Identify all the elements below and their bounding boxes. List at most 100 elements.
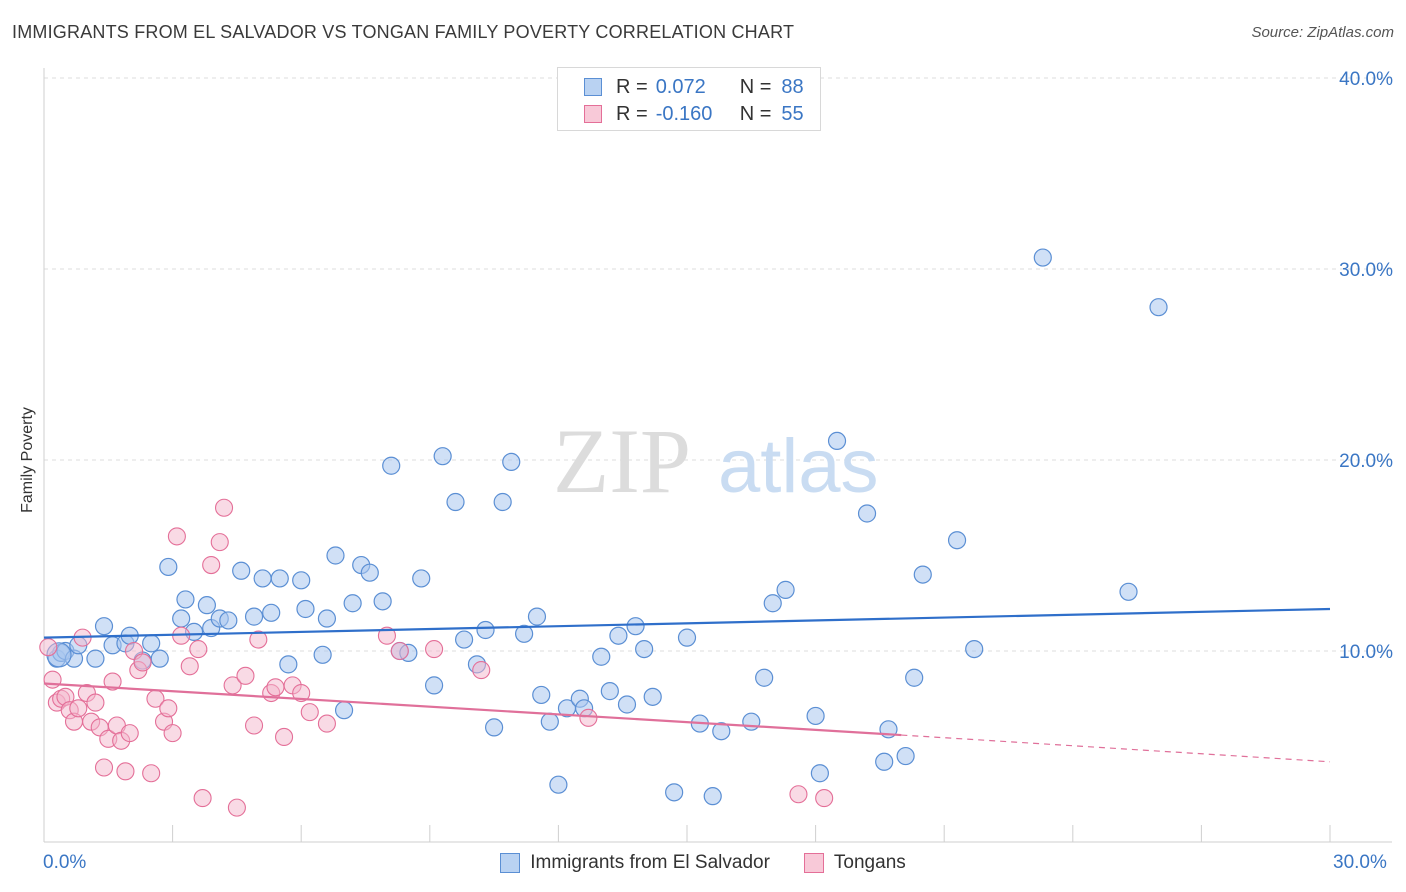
data-point (454, 630, 474, 649)
data-point (755, 668, 774, 687)
data-point (549, 775, 568, 794)
data-point (202, 555, 221, 575)
data-point (326, 546, 345, 565)
data-point (502, 452, 521, 472)
data-point (197, 596, 216, 615)
data-point (103, 672, 122, 691)
data-point (249, 630, 268, 649)
data-point (810, 764, 829, 783)
data-point (579, 708, 598, 727)
data-point (43, 670, 62, 689)
data-point (193, 789, 212, 808)
legend-swatch-blue (500, 853, 521, 873)
data-point (317, 714, 336, 733)
data-point (382, 456, 401, 475)
data-point (532, 685, 551, 705)
data-point (167, 527, 186, 546)
watermark-zip: ZIP (553, 410, 691, 512)
chart-title: IMMIGRANTS FROM EL SALVADOR VS TONGAN FA… (12, 22, 795, 42)
data-point (635, 639, 654, 659)
legend-n-label: N = (739, 75, 772, 98)
legend-n-value: 55 (781, 102, 804, 125)
data-point (875, 752, 894, 771)
x-tick-label-max: 30.0% (1333, 852, 1387, 873)
data-point (1033, 248, 1052, 267)
data-point (343, 594, 362, 613)
legend-swatch-blue (584, 78, 602, 96)
stats-legend: R = 0.072 N = 88 R = -0.160 N = 55 (557, 67, 821, 131)
data-point (219, 611, 238, 630)
data-point (244, 716, 264, 735)
data-point (742, 712, 761, 731)
legend-swatch-pink (803, 853, 824, 873)
data-point (334, 701, 354, 720)
legend-row-tongans: R = -0.160 N = 55 (558, 100, 804, 128)
trend-lines (43, 607, 1331, 763)
data-point (493, 492, 512, 512)
data-point (244, 607, 264, 626)
data-point (1149, 298, 1168, 317)
data-point (592, 647, 611, 666)
legend-item-tongans: Tongans (803, 852, 906, 874)
legend-r-value: -0.160 (655, 102, 713, 125)
data-point (446, 492, 465, 512)
data-point (425, 640, 444, 659)
data-point (159, 699, 178, 718)
data-point (424, 676, 444, 695)
legend-row-el-salvador: R = 0.072 N = 88 (558, 73, 804, 101)
data-point (94, 758, 114, 777)
legend-n-label: N = (739, 102, 772, 125)
data-point (965, 639, 984, 659)
y-tick-label: 40.0% (1339, 69, 1393, 90)
legend-label: Tongans (833, 852, 906, 873)
y-tick-labels: 10.0% 20.0% 30.0% 40.0% (1339, 69, 1393, 663)
data-point (1119, 582, 1138, 601)
data-point (433, 447, 452, 466)
data-point (763, 594, 782, 613)
data-point (806, 706, 825, 726)
source-credit: Source: ZipAtlas.com (1251, 24, 1394, 41)
data-point (913, 565, 932, 584)
data-point (180, 657, 199, 676)
data-point (712, 722, 731, 741)
data-point (292, 683, 311, 703)
data-point (292, 571, 311, 590)
data-point (377, 626, 396, 645)
data-point (776, 580, 795, 599)
data-point (86, 693, 105, 712)
data-point (296, 599, 315, 619)
trend-line-el-salvador (43, 607, 1331, 639)
trend-line-tongans (43, 682, 902, 737)
data-point (163, 724, 182, 743)
data-point (412, 569, 431, 588)
data-point (373, 592, 392, 611)
data-point (253, 569, 272, 588)
data-point (313, 645, 332, 664)
data-point (189, 640, 208, 659)
data-point (515, 624, 534, 643)
data-point (827, 431, 847, 450)
data-point (617, 695, 637, 714)
series-tongans-points (39, 498, 834, 817)
data-point (905, 668, 924, 687)
data-point (300, 703, 319, 722)
data-point (116, 762, 135, 781)
data-point (677, 628, 697, 647)
axes (43, 68, 1392, 843)
data-point (472, 661, 491, 680)
data-point (86, 649, 105, 668)
watermark-atlas: atlas (718, 424, 879, 509)
legend-r-value: 0.072 (655, 75, 706, 98)
data-point (947, 531, 967, 550)
data-point (69, 699, 88, 718)
data-point (232, 561, 251, 580)
data-point (485, 718, 504, 737)
data-point (262, 603, 281, 622)
legend-swatch-pink (584, 105, 602, 123)
data-point (896, 746, 915, 766)
data-point (214, 498, 234, 517)
data-point (815, 789, 834, 808)
data-point (360, 563, 379, 582)
y-tick-label: 30.0% (1339, 260, 1393, 281)
